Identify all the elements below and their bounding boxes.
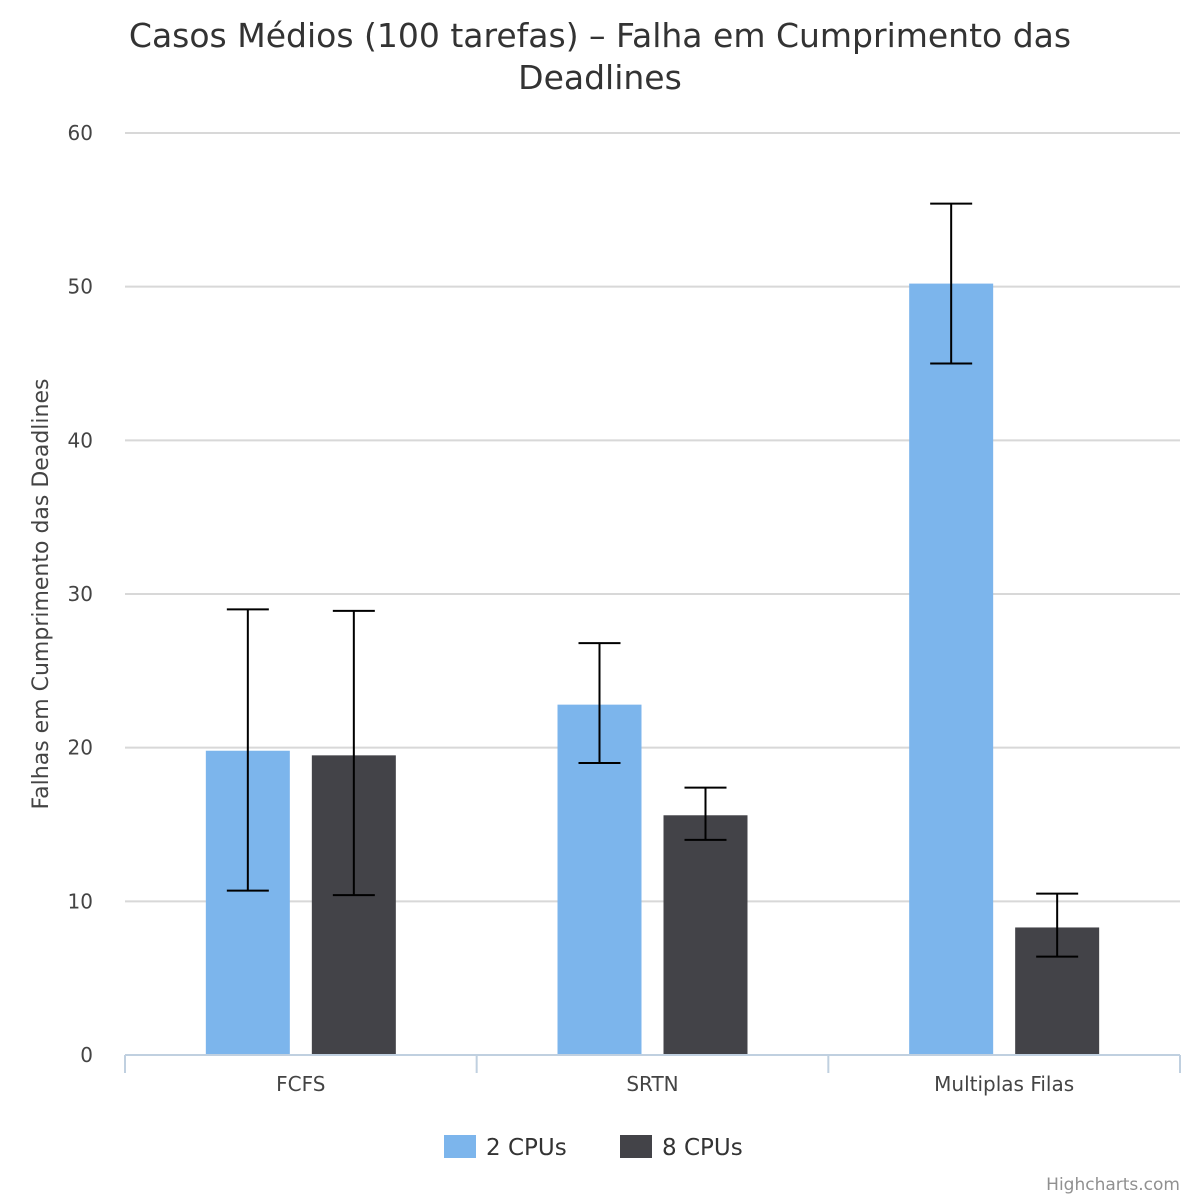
x-axis: FCFS SRTN Multiplas Filas	[124, 1054, 1181, 1096]
y-tick-label: 20	[68, 736, 93, 760]
chart-title-line-2: Deadlines	[518, 58, 682, 97]
x-category-label: FCFS	[276, 1072, 325, 1096]
y-tick-label: 50	[68, 275, 93, 299]
x-category-label: Multiplas Filas	[934, 1072, 1074, 1096]
legend-swatch	[444, 1135, 476, 1158]
credits-link[interactable]: Highcharts.com	[1046, 1175, 1180, 1195]
y-tick-label: 0	[80, 1043, 93, 1067]
chart-title: Casos Médios (100 tarefas) – Falha em Cu…	[129, 16, 1071, 97]
legend-swatch	[620, 1135, 652, 1158]
error-bar	[578, 642, 621, 765]
bars	[205, 283, 1100, 1055]
legend-label: 8 CPUs	[662, 1135, 743, 1161]
y-tick-label: 60	[68, 121, 93, 145]
legend-item[interactable]: 2 CPUs	[444, 1135, 567, 1161]
bar[interactable]	[663, 815, 748, 1055]
error-bar	[332, 609, 375, 897]
error-bars	[226, 202, 1079, 958]
error-bar	[684, 786, 727, 841]
y-tick-label: 30	[68, 582, 93, 606]
y-tick-label: 10	[68, 889, 93, 913]
legend-item[interactable]: 8 CPUs	[620, 1135, 743, 1161]
legend: 2 CPUs 8 CPUs	[444, 1135, 743, 1161]
y-axis-title: Falhas em Cumprimento das Deadlines	[29, 379, 54, 810]
legend-label: 2 CPUs	[486, 1135, 567, 1161]
y-tick-label: 40	[68, 428, 93, 452]
x-category-label: SRTN	[626, 1072, 678, 1096]
gridlines	[125, 132, 1180, 903]
error-bar	[1036, 892, 1079, 958]
error-bar	[930, 202, 973, 365]
error-bar	[226, 608, 269, 892]
y-axis-ticks: 0 10 20 30 40 50 60	[68, 121, 93, 1067]
chart-title-line-1: Casos Médios (100 tarefas) – Falha em Cu…	[129, 16, 1071, 55]
bar[interactable]	[909, 283, 994, 1055]
